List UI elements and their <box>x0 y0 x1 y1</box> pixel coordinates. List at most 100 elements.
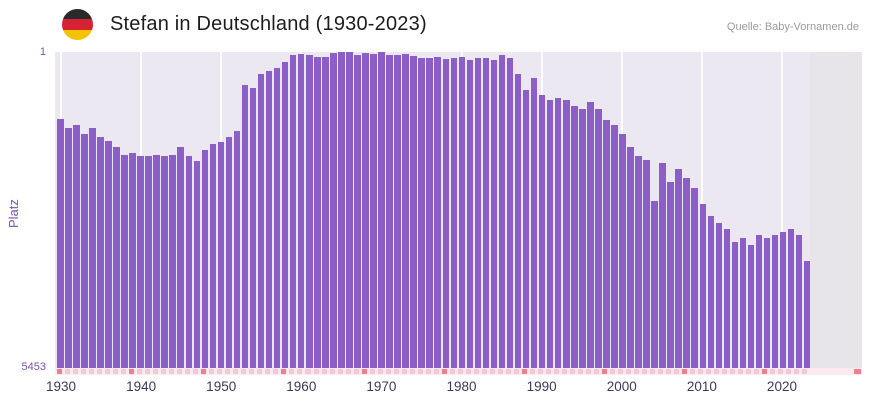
bar-1941[interactable] <box>145 156 152 368</box>
bar-2013[interactable] <box>723 229 731 368</box>
bar-2003[interactable] <box>643 159 650 368</box>
bar-2016[interactable] <box>747 244 755 368</box>
bar-2010[interactable] <box>699 203 707 368</box>
bar-1987[interactable] <box>514 74 522 368</box>
bar-1951[interactable] <box>225 137 233 368</box>
bar-1953[interactable] <box>241 85 249 368</box>
bar-1978[interactable] <box>442 58 450 368</box>
bar-1946[interactable] <box>185 156 193 368</box>
bar-1934[interactable] <box>89 127 96 368</box>
bar-1980[interactable] <box>458 56 466 368</box>
bar-2018[interactable] <box>763 238 771 368</box>
bar-1930[interactable] <box>57 118 64 368</box>
bar-1971[interactable] <box>386 55 393 368</box>
year-marker-1983 <box>481 369 487 374</box>
bar-2023[interactable] <box>803 260 811 368</box>
bar-2015[interactable] <box>739 238 747 368</box>
bar-1998[interactable] <box>603 119 610 368</box>
bar-1986[interactable] <box>506 58 514 368</box>
bar-1935[interactable] <box>97 137 104 368</box>
bar-2006[interactable] <box>667 181 674 368</box>
bar-1938[interactable] <box>121 154 128 368</box>
bars[interactable] <box>57 52 811 368</box>
bar-2005[interactable] <box>659 162 666 368</box>
bar-1955[interactable] <box>257 74 265 368</box>
bar-1972[interactable] <box>394 55 401 368</box>
bar-1973[interactable] <box>402 53 409 368</box>
bar-1952[interactable] <box>233 131 241 368</box>
bar-1943[interactable] <box>161 156 168 368</box>
bar-1957[interactable] <box>273 67 281 368</box>
bar-1994[interactable] <box>571 105 578 368</box>
bar-1969[interactable] <box>370 53 377 368</box>
bar-1950[interactable] <box>217 142 225 368</box>
bar-2022[interactable] <box>795 235 803 368</box>
bar-2002[interactable] <box>635 156 642 368</box>
bar-1996[interactable] <box>587 102 594 368</box>
bar-2012[interactable] <box>715 222 723 368</box>
bar-1959[interactable] <box>289 55 297 368</box>
bar-1962[interactable] <box>314 56 321 368</box>
bar-1937[interactable] <box>113 147 120 368</box>
bar-1966[interactable] <box>346 52 353 368</box>
bar-2011[interactable] <box>707 216 715 368</box>
bar-2019[interactable] <box>771 235 779 368</box>
bar-1997[interactable] <box>595 108 602 368</box>
bar-2001[interactable] <box>627 146 634 368</box>
bar-1985[interactable] <box>498 55 506 368</box>
bar-1961[interactable] <box>305 55 313 368</box>
bar-1933[interactable] <box>81 134 88 368</box>
bar-1942[interactable] <box>153 154 160 368</box>
bar-1992[interactable] <box>554 98 562 368</box>
bar-1948[interactable] <box>201 149 209 368</box>
bar-1965[interactable] <box>338 52 345 368</box>
bar-1974[interactable] <box>410 56 417 368</box>
bar-2007[interactable] <box>675 169 682 368</box>
bar-1963[interactable] <box>322 56 329 368</box>
bar-1945[interactable] <box>177 147 184 368</box>
bar-2004[interactable] <box>651 200 658 368</box>
chart-title: Stefan in Deutschland (1930-2023) <box>110 13 427 35</box>
bar-1956[interactable] <box>265 70 273 368</box>
bar-2008[interactable] <box>683 178 690 368</box>
bar-1931[interactable] <box>65 127 72 368</box>
bar-1982[interactable] <box>474 58 482 368</box>
bar-2017[interactable] <box>755 235 763 368</box>
x-tick-2020: 2020 <box>766 379 797 394</box>
bar-1984[interactable] <box>490 59 498 368</box>
bar-1967[interactable] <box>354 55 361 368</box>
bar-1979[interactable] <box>450 58 458 368</box>
bar-2014[interactable] <box>731 241 739 368</box>
bar-2000[interactable] <box>619 134 626 368</box>
year-marker-2020 <box>778 369 784 374</box>
bar-1960[interactable] <box>297 53 305 368</box>
bar-1975[interactable] <box>418 58 425 368</box>
bar-1990[interactable] <box>538 94 546 368</box>
bar-1976[interactable] <box>426 58 433 368</box>
bar-1947[interactable] <box>193 160 201 368</box>
bar-2009[interactable] <box>691 187 698 368</box>
bar-1981[interactable] <box>466 59 474 368</box>
bar-1958[interactable] <box>281 61 289 368</box>
bar-1954[interactable] <box>249 87 257 368</box>
bar-1989[interactable] <box>530 77 538 368</box>
bar-1944[interactable] <box>169 154 176 368</box>
bar-1964[interactable] <box>330 52 337 368</box>
bar-1940[interactable] <box>137 156 144 368</box>
bar-1988[interactable] <box>522 89 530 368</box>
bar-2020[interactable] <box>779 232 787 368</box>
bar-1983[interactable] <box>482 58 490 368</box>
year-marker-1953 <box>241 369 247 374</box>
bar-1977[interactable] <box>434 56 441 368</box>
bar-1968[interactable] <box>362 52 369 368</box>
bar-1991[interactable] <box>546 99 554 368</box>
bar-1970[interactable] <box>378 52 385 368</box>
bar-1936[interactable] <box>105 140 112 368</box>
bar-1932[interactable] <box>73 124 80 368</box>
bar-1949[interactable] <box>209 143 217 368</box>
bar-1995[interactable] <box>579 108 586 368</box>
bar-2021[interactable] <box>787 229 795 368</box>
bar-1993[interactable] <box>562 99 570 368</box>
bar-1939[interactable] <box>129 153 136 368</box>
bar-1999[interactable] <box>611 124 618 368</box>
